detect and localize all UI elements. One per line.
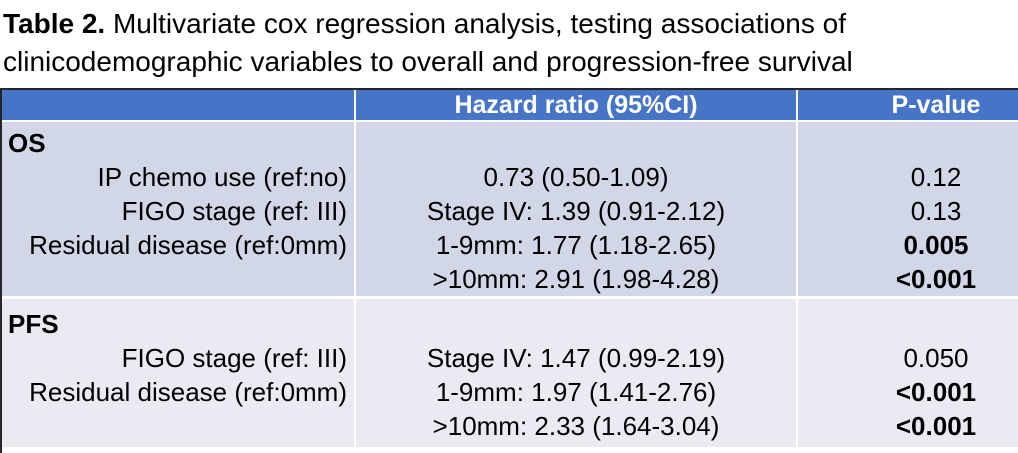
- os-section-label: OS: [8, 128, 46, 158]
- pfs-hr-figo-stage: Stage IV: 1.47 (0.99-2.19): [426, 343, 726, 373]
- header-variable-cell: [2, 90, 356, 120]
- pfs-hr-residual-1-9mm: 1-9mm: 1.97 (1.41-2.76): [435, 377, 717, 407]
- os-row-label-ip-chemo: IP chemo use (ref:no): [97, 162, 347, 192]
- os-p-empty: [798, 126, 1018, 160]
- pfs-variable-column: PFS FIGO stage (ref: III) Residual disea…: [2, 299, 356, 447]
- os-row-label-empty: [2, 262, 354, 296]
- pfs-row-label-residual-disease: Residual disease (ref:0mm): [29, 377, 347, 407]
- caption-table-number: Table 2.: [3, 8, 106, 39]
- pfs-section: PFS FIGO stage (ref: III) Residual disea…: [2, 299, 1018, 447]
- pfs-p-figo-stage: 0.050: [903, 343, 969, 373]
- caption-line1: Multivariate cox regression analysis, te…: [105, 8, 846, 39]
- os-hr-ip-chemo: 0.73 (0.50-1.09): [483, 162, 669, 192]
- table-caption: Table 2. Multivariate cox regression ana…: [0, 0, 1018, 88]
- pfs-p-empty: [798, 307, 1018, 341]
- caption-line2: clinicodemographic variables to overall …: [3, 46, 853, 77]
- header-hazard-ratio: Hazard ratio (95%CI): [356, 90, 798, 120]
- pfs-p-residual-1-9mm: <0.001: [895, 377, 977, 407]
- pfs-section-label: PFS: [8, 309, 59, 339]
- os-variable-column: OS IP chemo use (ref:no) FIGO stage (ref…: [2, 122, 356, 296]
- pfs-hr-residual-gt10mm: >10mm: 2.33 (1.64-3.04): [432, 411, 720, 441]
- pfs-p-residual-gt10mm: <0.001: [895, 411, 977, 441]
- os-hr-figo-stage: Stage IV: 1.39 (0.91-2.12): [426, 196, 726, 226]
- os-p-residual-1-9mm: 0.005: [903, 230, 969, 260]
- os-hr-empty: [356, 126, 796, 160]
- header-p-value: P-value: [798, 90, 1018, 120]
- pfs-hr-empty: [356, 307, 796, 341]
- pfs-row-label-empty: [2, 409, 354, 443]
- os-hazard-ratio-column: 0.73 (0.50-1.09) Stage IV: 1.39 (0.91-2.…: [356, 122, 798, 296]
- os-hr-residual-gt10mm: >10mm: 2.91 (1.98-4.28): [432, 264, 720, 294]
- os-p-residual-gt10mm: <0.001: [895, 264, 977, 294]
- os-section: OS IP chemo use (ref:no) FIGO stage (ref…: [2, 122, 1018, 296]
- os-p-value-column: 0.12 0.13 0.005 <0.001: [798, 122, 1018, 296]
- os-p-figo-stage: 0.13: [910, 196, 962, 226]
- os-row-label-residual-disease: Residual disease (ref:0mm): [29, 230, 347, 260]
- pfs-p-value-column: 0.050 <0.001 <0.001: [798, 299, 1018, 447]
- pfs-hazard-ratio-column: Stage IV: 1.47 (0.99-2.19) 1-9mm: 1.97 (…: [356, 299, 798, 447]
- cox-regression-table: Hazard ratio (95%CI) P-value OS IP chemo…: [0, 88, 1018, 453]
- pfs-row-label-figo-stage: FIGO stage (ref: III): [121, 343, 347, 373]
- table-header-row: Hazard ratio (95%CI) P-value: [2, 90, 1018, 120]
- os-row-label-figo-stage: FIGO stage (ref: III): [121, 196, 347, 226]
- os-p-ip-chemo: 0.12: [910, 162, 962, 192]
- os-hr-residual-1-9mm: 1-9mm: 1.77 (1.18-2.65): [435, 230, 717, 260]
